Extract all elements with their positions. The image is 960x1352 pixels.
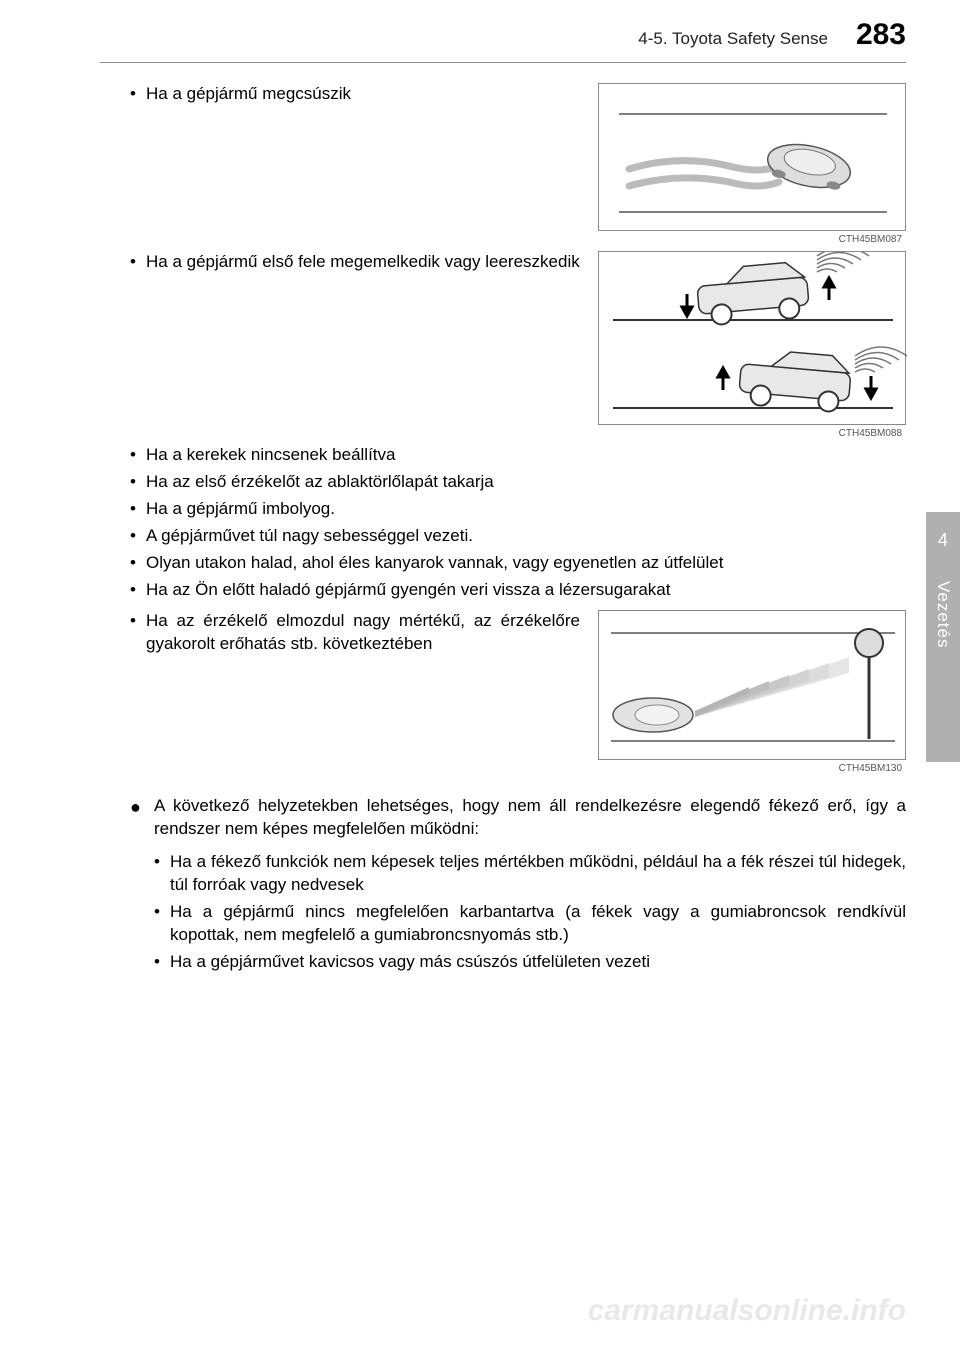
header-section-title: 4-5. Toyota Safety Sense <box>638 29 828 49</box>
bullet-dot: • <box>130 552 146 575</box>
bullet-item: • Olyan utakon halad, ahol éles kanyarok… <box>130 552 906 575</box>
bullet-dot: • <box>130 525 146 548</box>
bullet-item: • Ha a gépjármű imbolyog. <box>130 498 906 521</box>
bullet-dot: • <box>130 251 146 274</box>
bullet-item: • Ha az érzékelő elmozdul nagy mértékű, … <box>130 610 580 656</box>
header-page-number: 283 <box>856 18 906 52</box>
bullet-item: • Ha a gépjármű megcsúszik <box>130 83 580 106</box>
bullet-dot: • <box>154 851 170 897</box>
bullet-dot: • <box>154 951 170 974</box>
bullet-text: Ha a gépjármű nincs megfelelően karbanta… <box>170 901 906 947</box>
circle-bullet-dot: ● <box>130 795 154 841</box>
bullet-text: Ha az Ön előtt haladó gépjármű gyengén v… <box>146 579 906 602</box>
figure-code: CTH45BM088 <box>598 425 906 441</box>
bullet-dot: • <box>130 579 146 602</box>
figure-sensor-offset <box>598 610 906 760</box>
bullet-text: A gépjárművet túl nagy sebességgel vezet… <box>146 525 906 548</box>
bullet-dot: • <box>130 444 146 467</box>
bullet-item: • A gépjárművet túl nagy sebességgel vez… <box>130 525 906 548</box>
bullet-item: • Ha a gépjárművet kavicsos vagy más csú… <box>154 951 906 974</box>
page-header: 4-5. Toyota Safety Sense 283 <box>0 0 960 62</box>
figure-code: CTH45BM087 <box>598 231 906 247</box>
item-row: • Ha az érzékelő elmozdul nagy mértékű, … <box>130 610 906 776</box>
bullet-text: Ha a gépjármű első fele megemelkedik vag… <box>146 251 580 274</box>
bullet-text: Ha a kerekek nincsenek beállítva <box>146 444 906 467</box>
bullet-dot: • <box>130 471 146 494</box>
watermark-text: carmanualsonline.info <box>588 1294 906 1328</box>
bullet-text: Ha a gépjármű megcsúszik <box>146 83 580 106</box>
bullet-item: • Ha a gépjármű első fele megemelkedik v… <box>130 251 580 274</box>
page-content: • Ha a gépjármű megcsúszik <box>0 63 960 974</box>
circle-bullet-item: ● A következő helyzetekben lehetséges, h… <box>130 795 906 841</box>
bullet-dot: • <box>130 498 146 521</box>
bullet-item: • Ha az első érzékelőt az ablaktörlőlapá… <box>130 471 906 494</box>
chapter-label: Vezetés <box>933 581 953 649</box>
bullet-dot: • <box>130 83 146 106</box>
chapter-side-tab: 4 Vezetés <box>926 512 960 762</box>
item-row: • Ha a gépjármű megcsúszik <box>130 83 906 247</box>
bullet-item: • Ha a kerekek nincsenek beállítva <box>130 444 906 467</box>
bullet-item: • Ha a gépjármű nincs megfelelően karban… <box>154 901 906 947</box>
sub-bullet-list: • Ha a fékező funkciók nem képesek telje… <box>130 851 906 974</box>
bullet-text: Ha az érzékelő elmozdul nagy mértékű, az… <box>146 610 580 656</box>
bullet-dot: • <box>154 901 170 947</box>
circle-bullet-text: A következő helyzetekben lehetséges, hog… <box>154 795 906 841</box>
item-row: • Ha a gépjármű első fele megemelkedik v… <box>130 251 906 441</box>
bullet-text: Ha az első érzékelőt az ablaktörlőlapát … <box>146 471 906 494</box>
figure-skid <box>598 83 906 231</box>
bullet-text: Ha a gépjármű imbolyog. <box>146 498 906 521</box>
figure-pitch <box>598 251 906 425</box>
chapter-number: 4 <box>938 530 948 551</box>
bullet-text: Ha a fékező funkciók nem képesek teljes … <box>170 851 906 897</box>
bullet-text: Ha a gépjárművet kavicsos vagy más csúsz… <box>170 951 906 974</box>
bullet-text: Olyan utakon halad, ahol éles kanyarok v… <box>146 552 906 575</box>
figure-code: CTH45BM130 <box>598 760 906 776</box>
bullet-item: • Ha a fékező funkciók nem képesek telje… <box>154 851 906 897</box>
bullet-dot: • <box>130 610 146 656</box>
bullet-item: • Ha az Ön előtt haladó gépjármű gyengén… <box>130 579 906 602</box>
